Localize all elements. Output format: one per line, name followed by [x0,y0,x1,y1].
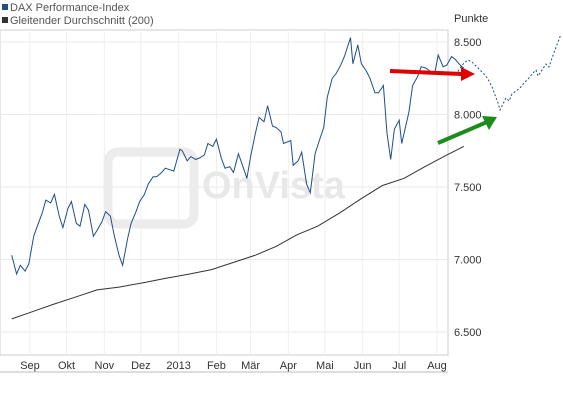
x-tick-label: Mär [241,360,260,372]
x-tick-label: Okt [58,360,75,372]
x-tick-label: Nov [95,360,115,372]
x-tick-label: Sep [20,360,40,372]
plot-area [0,29,449,356]
x-tick-label: Jul [392,360,406,372]
x-tick-label: 2013 [166,360,190,372]
legend-swatch-sma [2,17,8,23]
x-tick-label: Dez [131,360,151,372]
y-tick-label: 7.500 [454,182,482,194]
x-tick-label: Mai [316,360,334,372]
green-arrow-shaft [437,120,488,145]
green-arrow [437,116,497,145]
legend-label-sma: Gleitender Durchschnitt (200) [10,15,154,27]
y-tick-label: 8.500 [454,37,482,49]
x-tick-label: Feb [207,360,226,372]
watermark-text: OnVista [202,165,346,207]
series-layer [11,37,465,320]
legend-label-dax: DAX Performance-Index [10,2,130,14]
y-axis-unit-label: Punkte [454,13,488,25]
x-tick-label: Apr [280,360,297,372]
watermark-logo-icon [103,147,199,229]
onvista-watermark: OnVista [103,147,346,229]
red-arrow-head [461,67,475,81]
legend-swatch-dax [2,4,8,10]
moving-average-line [11,145,465,320]
red-arrow [389,67,475,81]
y-tick-label: 8.000 [454,110,482,122]
legend: DAX Performance-Index Gleitender Durchsc… [2,2,154,27]
y-tick-label: 6.500 [454,327,482,339]
y-tick-label: 7.000 [454,255,482,267]
green-arrow-head [482,116,497,130]
dax-index-line [11,37,465,276]
projection-line [455,33,562,112]
x-tick-label: Jun [354,360,372,372]
tick-layer: 6.500 7.000 7.500 8.000 8.500 Sep Okt Nov Dez 201… [20,37,481,372]
x-tick-label: Aug [427,360,447,372]
red-arrow-shaft [389,69,463,76]
